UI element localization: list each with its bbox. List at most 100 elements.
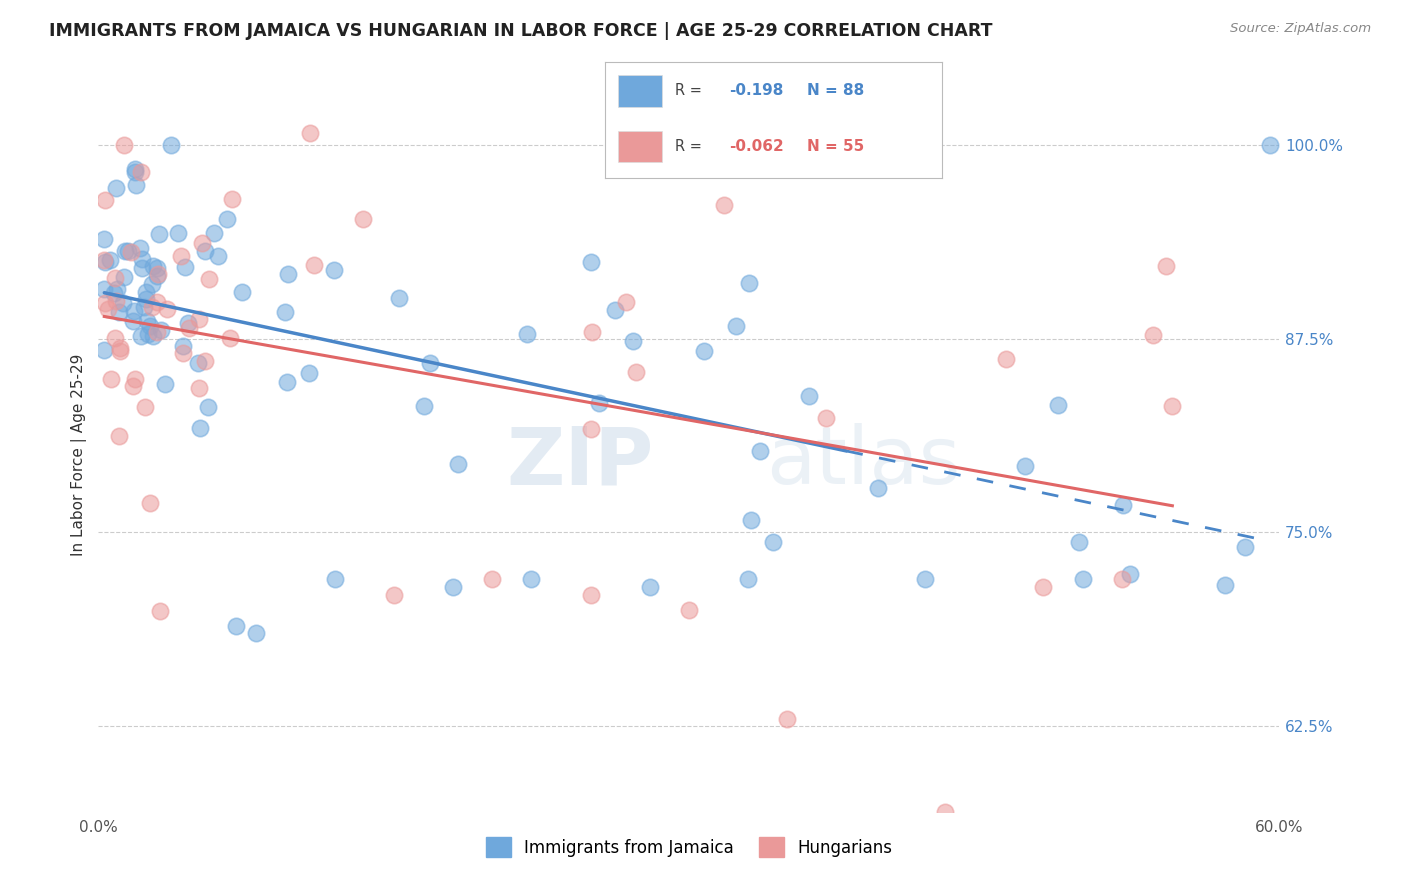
Point [419,356,441,370]
Point [413,399,436,413]
Point [145,268,167,283]
Point [97,301,120,316]
Point [994,352,1017,367]
Point [1154,259,1177,273]
Point [131,260,153,275]
Text: atlas: atlas [766,423,960,501]
Legend: Immigrants from Jamaica, Hungarians: Immigrants from Jamaica, Hungarians [479,830,898,864]
Point [323,572,346,586]
Text: Source: ZipAtlas.com: Source: ZipAtlas.com [1230,22,1371,36]
Point [914,572,936,586]
FancyBboxPatch shape [619,75,662,106]
Point [298,127,321,141]
Point [202,227,225,241]
Y-axis label: In Labor Force | Age 25-29: In Labor Force | Age 25-29 [72,354,87,556]
Point [194,354,217,368]
Point [146,261,169,276]
Point [276,375,298,389]
Point [135,285,157,299]
Point [447,457,470,471]
Point [1067,535,1090,549]
Point [94,296,117,310]
Point [107,429,129,443]
Point [141,277,163,291]
Point [188,311,211,326]
Point [614,294,637,309]
Point [737,276,759,290]
Point [124,162,146,177]
Point [1215,577,1237,591]
Point [138,319,160,334]
Point [215,212,238,227]
Point [103,285,125,300]
Point [131,252,153,266]
Point [762,535,785,549]
Point [579,422,602,436]
Point [166,226,188,240]
Text: N = 88: N = 88 [807,83,865,98]
Point [692,343,714,358]
Point [129,241,152,255]
Point [125,178,148,192]
Point [1112,498,1135,512]
Text: R =: R = [675,83,707,98]
Point [388,291,411,305]
Point [120,245,142,260]
Point [815,411,838,425]
Point [678,603,700,617]
Point [245,626,267,640]
Point [187,381,209,395]
Point [177,316,200,330]
Point [191,236,214,251]
Point [776,712,799,726]
Point [134,400,156,414]
Text: ZIP: ZIP [506,423,654,501]
Point [156,301,179,316]
Point [352,212,374,227]
Point [207,249,229,263]
Point [174,260,197,275]
Point [638,580,661,594]
FancyBboxPatch shape [619,131,662,162]
Point [740,513,762,527]
Point [516,326,538,341]
Point [93,255,115,269]
Point [198,271,221,285]
Point [98,253,121,268]
Point [110,344,132,359]
Point [1046,398,1069,412]
Text: N = 55: N = 55 [807,139,865,154]
Point [934,805,956,819]
Point [108,341,131,355]
Point [105,282,128,296]
Point [194,244,217,258]
Point [323,263,346,277]
Point [603,302,626,317]
Point [225,618,247,632]
Point [104,271,127,285]
Point [868,481,890,495]
Point [122,378,145,392]
Point [105,181,128,195]
Point [231,285,253,299]
Point [146,326,169,340]
Point [441,580,464,594]
Point [799,389,821,403]
Point [579,254,602,268]
Point [121,314,143,328]
Point [155,376,177,391]
Point [93,282,115,296]
Point [172,339,194,353]
Point [1111,572,1133,586]
Point [1233,540,1256,554]
Text: -0.062: -0.062 [730,139,785,154]
Text: -0.198: -0.198 [730,83,783,98]
Point [713,198,735,212]
Point [141,300,163,314]
Point [124,164,146,178]
Point [150,322,173,336]
Point [124,372,146,386]
Point [117,244,139,258]
Point [1161,399,1184,413]
Point [579,588,602,602]
